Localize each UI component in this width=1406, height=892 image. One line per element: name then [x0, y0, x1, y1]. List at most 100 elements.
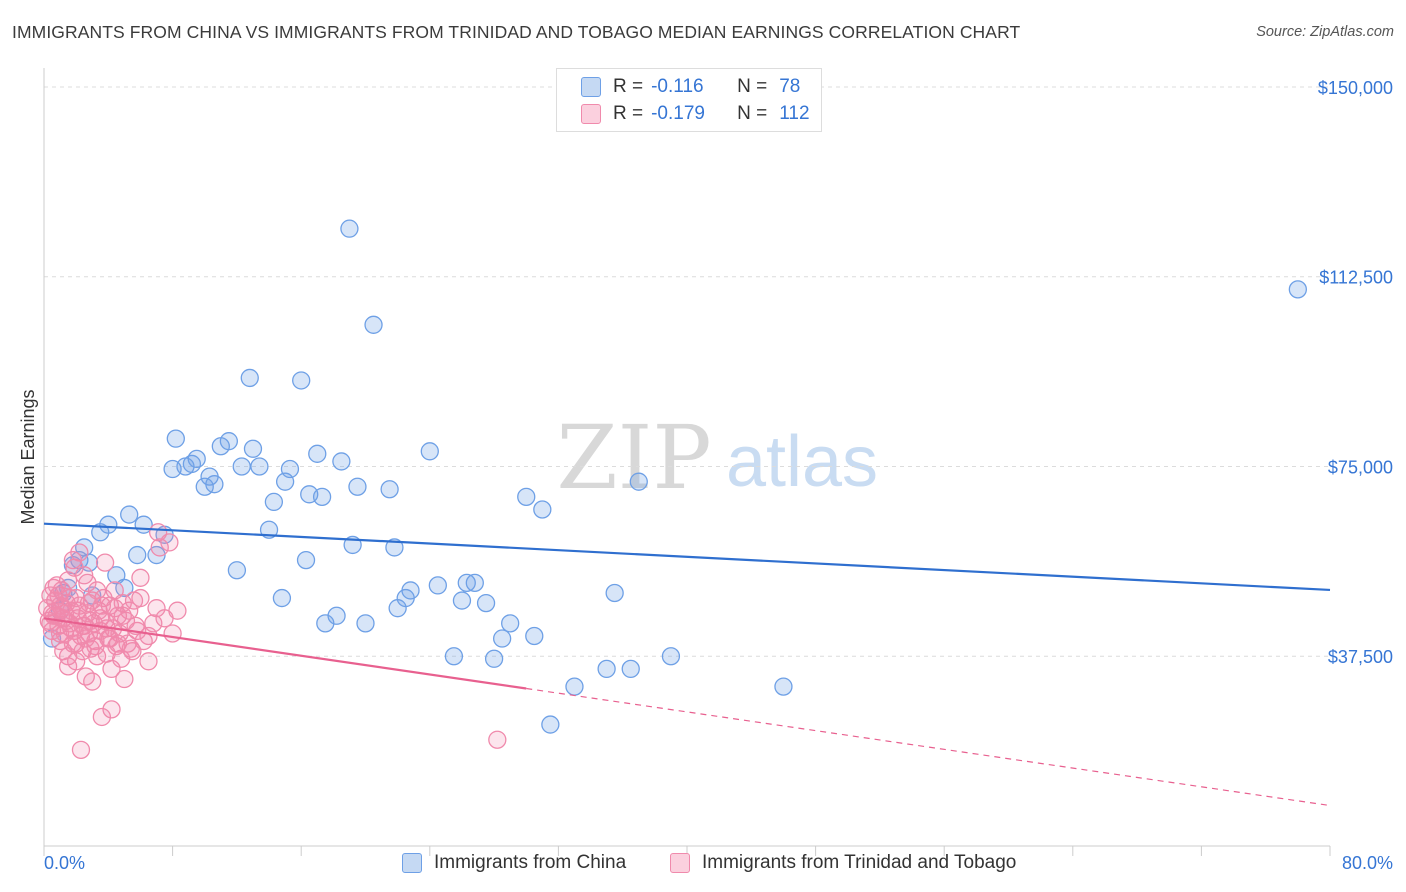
data-point	[250, 457, 269, 476]
data-point	[280, 459, 300, 479]
data-point	[121, 639, 140, 658]
data-point	[67, 634, 86, 653]
data-point	[488, 730, 507, 749]
trend-line-dashed	[526, 687, 1331, 807]
y-axis-label: Median Earnings	[18, 389, 38, 524]
data-point	[232, 457, 251, 476]
data-point	[92, 707, 112, 727]
data-point	[420, 442, 439, 461]
data-point	[99, 515, 118, 534]
data-point	[124, 591, 144, 610]
series-legend-trinidad: Immigrants from Trinidad and Tobago	[670, 852, 1016, 874]
data-point	[565, 677, 584, 696]
data-point	[661, 647, 681, 666]
data-point	[115, 669, 134, 689]
data-point	[292, 371, 311, 390]
watermark-atlas: atlas	[726, 422, 878, 502]
data-point	[128, 545, 147, 565]
series-legend-swatch-trinidad	[670, 853, 690, 873]
legend-swatch-china	[581, 77, 601, 97]
data-point	[83, 591, 102, 610]
data-point	[78, 573, 97, 593]
data-point	[65, 558, 84, 577]
data-point	[348, 477, 367, 496]
series-legend-china: Immigrants from China	[402, 852, 626, 874]
legend-n-value-china: 78	[779, 76, 801, 97]
data-point	[380, 480, 399, 499]
data-point	[58, 657, 78, 676]
data-point	[46, 591, 65, 610]
data-point	[166, 429, 185, 448]
data-point	[50, 624, 70, 643]
data-point	[356, 614, 375, 633]
data-point	[83, 672, 102, 691]
data-point	[272, 588, 292, 608]
data-point	[444, 647, 464, 666]
data-point	[227, 561, 247, 580]
series-legend-label-china: Immigrants from China	[434, 852, 627, 873]
legend-n-label: N =	[737, 103, 768, 124]
series-china-points	[42, 219, 1307, 734]
y-tick-label: $75,000	[1328, 457, 1393, 477]
series-trinidad-points	[38, 523, 507, 760]
legend-r-label: R =	[613, 76, 644, 97]
data-point	[774, 677, 793, 696]
legend-r-label: R =	[613, 103, 644, 124]
data-point	[47, 576, 67, 595]
data-point	[533, 500, 552, 519]
data-point	[385, 538, 404, 557]
data-point	[525, 626, 544, 646]
trend-line-solid	[43, 522, 1331, 592]
data-point	[597, 659, 616, 679]
y-tick-label: $37,500	[1328, 647, 1393, 667]
data-point	[501, 614, 520, 633]
data-point	[71, 740, 91, 760]
data-point	[86, 636, 105, 656]
data-point	[308, 444, 327, 463]
series-legend-label-trinidad: Immigrants from Trinidad and Tobago	[702, 852, 1017, 873]
legend-swatch-trinidad	[581, 104, 601, 124]
watermark-zip: ZIP	[556, 406, 711, 509]
data-point	[484, 649, 504, 668]
data-point	[163, 624, 182, 643]
data-point	[340, 219, 359, 238]
data-point	[364, 315, 383, 334]
data-point	[205, 475, 224, 494]
data-point	[60, 588, 79, 608]
data-point	[63, 550, 83, 570]
data-point	[187, 449, 206, 469]
data-point	[465, 573, 484, 593]
data-point	[296, 550, 316, 570]
y-tick-label: $112,500	[1319, 268, 1393, 288]
trend-lines	[43, 522, 1331, 807]
watermark: ZIP atlas	[556, 406, 878, 509]
data-point	[70, 543, 89, 562]
data-point	[131, 568, 150, 587]
trend-line-solid	[43, 617, 527, 690]
data-point	[120, 505, 139, 524]
data-point	[113, 606, 132, 625]
stats-legend: R = -0.116 N = 78 R = -0.179 N = 112	[556, 68, 822, 132]
data-point	[240, 368, 259, 388]
data-point	[621, 659, 640, 679]
legend-r-value-trinidad: -0.179	[651, 103, 705, 124]
data-point	[492, 629, 512, 648]
data-point	[139, 652, 158, 671]
data-point	[92, 596, 112, 615]
chart-title: IMMIGRANTS FROM CHINA VS IMMIGRANTS FROM…	[12, 22, 1021, 42]
x-tick-label-max: 80.0%	[1342, 853, 1393, 873]
data-point	[327, 606, 346, 625]
data-point	[312, 487, 332, 506]
data-point	[452, 591, 472, 610]
data-point	[95, 553, 115, 572]
data-point	[144, 614, 163, 633]
data-point	[517, 487, 536, 506]
data-point	[332, 452, 351, 471]
data-point	[219, 432, 239, 451]
data-point	[102, 700, 121, 719]
data-point	[150, 538, 169, 557]
source-credit: Source: ZipAtlas.com	[1256, 24, 1394, 40]
data-point	[401, 581, 420, 600]
legend-r-value-china: -0.116	[651, 76, 704, 97]
